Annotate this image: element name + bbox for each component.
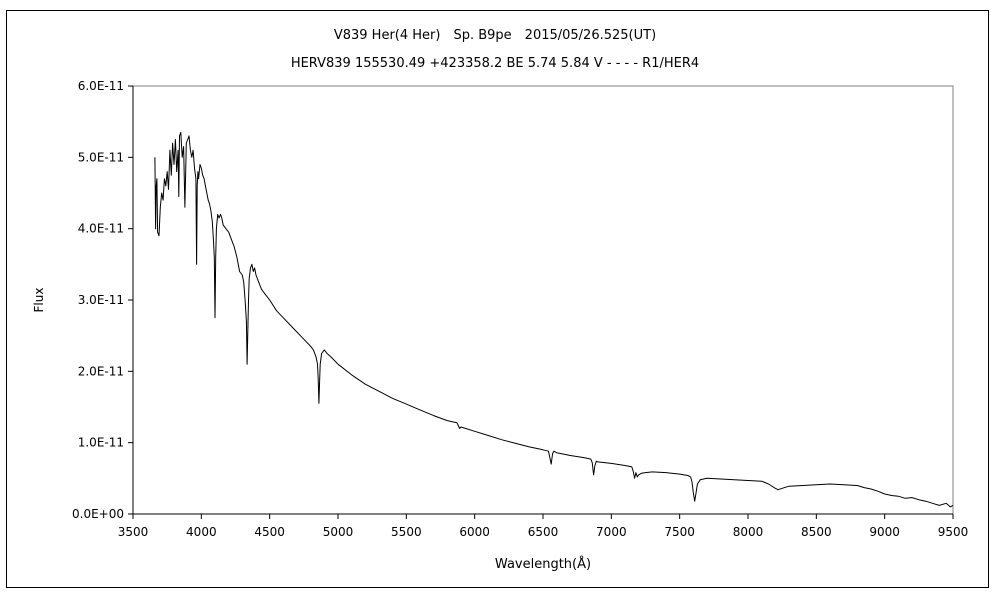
- x-tick-label: 6500: [528, 525, 559, 539]
- y-tick-label: 1.0E-11: [78, 436, 124, 450]
- x-tick-label: 4000: [186, 525, 217, 539]
- y-tick-label: 6.0E-11: [78, 79, 124, 93]
- x-tick-label: 3500: [118, 525, 149, 539]
- x-tick-label: 6000: [459, 525, 490, 539]
- x-axis-ticks: 3500 4000 4500 5000 5500 6000 6500 7000 7500 8000…: [118, 514, 969, 539]
- y-tick-label: 4.0E-11: [78, 222, 124, 236]
- x-tick-label: 5000: [323, 525, 354, 539]
- chart-subtitle: HERV839 155530.49 +423358.2 BE 5.74 5.84…: [291, 56, 699, 71]
- series-layer: [154, 131, 954, 508]
- y-tick-label: 0.0E+00: [72, 507, 124, 521]
- chart-title: V839 Her(4 Her) Sp. B9pe 2015/05/26.525(…: [334, 28, 656, 43]
- x-tick-label: 5500: [391, 525, 422, 539]
- y-axis-label: Flux: [32, 288, 46, 313]
- x-axis-label: Wavelength(Å): [495, 556, 591, 572]
- spectrum-line: [154, 131, 954, 508]
- x-tick-label: 9500: [938, 525, 969, 539]
- y-axis-ticks: 0.0E+00 1.0E-11 2.0E-11 3.0E-11 4.0E-11 5.0E-…: [72, 79, 133, 521]
- y-tick-label: 2.0E-11: [78, 364, 124, 378]
- y-tick-label: 3.0E-11: [78, 293, 124, 307]
- y-tick-label: 5.0E-11: [78, 150, 124, 164]
- x-tick-label: 8000: [733, 525, 764, 539]
- x-tick-label: 4500: [254, 525, 285, 539]
- x-tick-label: 7000: [596, 525, 627, 539]
- x-tick-label: 8500: [801, 525, 832, 539]
- spectrum-chart: V839 Her(4 Her) Sp. B9pe 2015/05/26.525(…: [32, 28, 969, 572]
- chart-frame: V839 Her(4 Her) Sp. B9pe 2015/05/26.525(…: [6, 10, 989, 588]
- x-tick-label: 9000: [869, 525, 900, 539]
- x-tick-label: 7500: [664, 525, 695, 539]
